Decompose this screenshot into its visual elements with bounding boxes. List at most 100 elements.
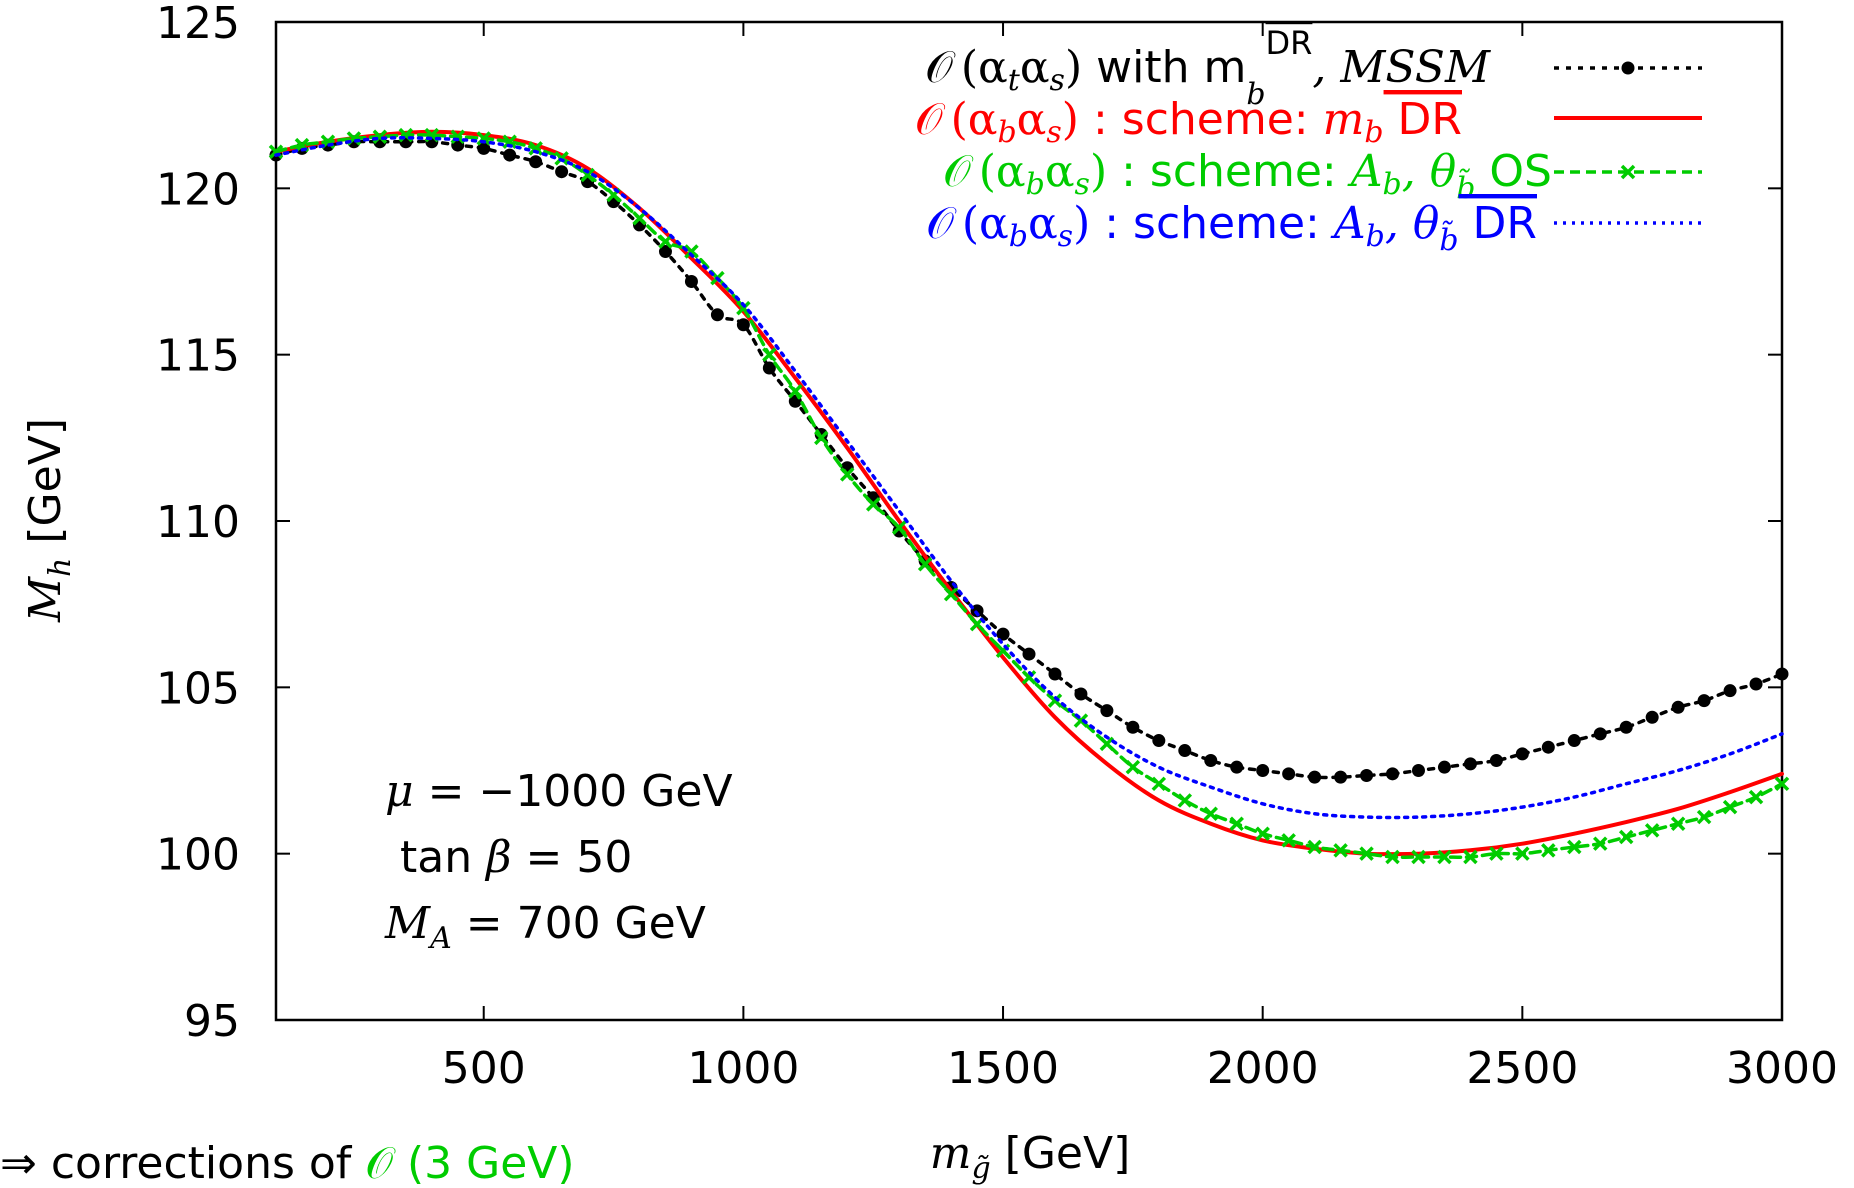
data-point-series-1 — [658, 245, 672, 259]
data-point-series-1 — [684, 274, 698, 288]
data-point-series-3 — [1099, 736, 1115, 752]
legend-label-4: 𝒪 (αbαs) : scheme: Ab, θb̃ DR — [926, 198, 1537, 258]
data-point-series-3 — [1151, 776, 1167, 792]
data-point-series-3 — [1125, 759, 1141, 775]
data-point-series-3 — [814, 430, 829, 446]
data-point-series-1 — [1697, 694, 1711, 708]
data-point-series-1 — [1230, 760, 1244, 774]
data-point-series-3 — [1203, 806, 1218, 821]
data-point-series-3 — [1229, 816, 1244, 831]
data-point-series-3 — [1021, 670, 1037, 685]
data-point-series-3 — [762, 347, 777, 362]
data-point-series-3 — [1359, 846, 1374, 861]
data-point-series-3 — [1618, 829, 1634, 845]
data-point-series-3 — [1515, 846, 1530, 861]
data-point-series-1 — [1334, 770, 1348, 784]
data-point-series-1 — [1126, 720, 1140, 734]
x-tick-label: 500 — [442, 1043, 526, 1094]
data-point-series-3 — [917, 557, 933, 572]
x-tick-label: 2500 — [1466, 1043, 1578, 1094]
data-point-series-1 — [1619, 720, 1633, 734]
data-point-series-3 — [1567, 839, 1582, 855]
annotation-mu: μ = −1000 GeV — [385, 766, 733, 817]
data-point-series-3 — [632, 211, 647, 226]
data-point-series-3 — [788, 384, 803, 399]
data-point-series-1 — [503, 148, 517, 162]
data-point-series-1 — [1152, 734, 1166, 748]
data-point-series-1 — [1671, 700, 1685, 714]
data-point-series-1 — [1515, 747, 1529, 761]
y-tick-label: 105 — [156, 663, 240, 714]
y-tick-label: 100 — [156, 830, 240, 881]
data-point-series-3 — [1463, 849, 1478, 865]
data-point-series-3 — [1541, 843, 1556, 858]
data-point-series-3 — [1696, 809, 1712, 825]
y-tick-label: 120 — [156, 164, 240, 215]
data-point-series-3 — [1411, 849, 1426, 865]
data-point-series-1 — [1489, 754, 1503, 768]
data-point-series-3 — [1385, 849, 1400, 865]
legend-label-2: 𝒪 (αbαs) : scheme: mb DR — [915, 94, 1462, 150]
data-point-series-3 — [1774, 776, 1790, 792]
data-point-series-1 — [529, 155, 543, 169]
x-tick-label: 2000 — [1207, 1043, 1319, 1094]
data-point-series-3 — [943, 586, 959, 602]
data-point-series-1 — [1463, 757, 1477, 771]
y-tick-label: 110 — [156, 497, 240, 548]
data-point-series-3 — [1644, 823, 1660, 838]
y-tick-label: 115 — [156, 331, 240, 382]
data-point-series-1 — [1100, 704, 1114, 718]
data-point-series-3 — [840, 467, 855, 482]
footer-note: ⇒ corrections of 𝒪 (3 GeV) — [0, 1138, 575, 1188]
x-tick-label: 1000 — [687, 1043, 799, 1094]
data-point-series-1 — [1256, 764, 1270, 777]
data-point-series-3 — [502, 134, 517, 149]
data-point-series-3 — [1489, 846, 1504, 861]
data-point-series-3 — [1255, 826, 1270, 841]
data-point-series-3 — [1437, 849, 1452, 865]
legend-sample-marker-1 — [1621, 61, 1635, 75]
data-point-series-1 — [1749, 677, 1763, 691]
data-point-series-1 — [1411, 764, 1425, 777]
data-point-series-1 — [1541, 740, 1555, 754]
data-point-series-3 — [1670, 816, 1686, 831]
x-tick-label: 3000 — [1726, 1043, 1838, 1094]
data-point-series-1 — [1360, 768, 1374, 782]
data-point-series-3 — [528, 141, 543, 156]
data-point-series-1 — [477, 141, 491, 155]
annotation-tanbeta: tan β = 50 — [400, 832, 632, 883]
series-line-2 — [274, 129, 1784, 857]
data-point-series-1 — [1178, 744, 1192, 758]
legend-sample-marker-3 — [1620, 164, 1636, 180]
data-point-series-1 — [736, 318, 750, 332]
data-point-series-1 — [1723, 684, 1737, 698]
data-point-series-1 — [1645, 710, 1659, 724]
data-point-series-3 — [1593, 836, 1608, 851]
data-point-series-1 — [1775, 667, 1789, 681]
data-point-series-1 — [996, 627, 1010, 641]
data-point-series-3 — [658, 234, 673, 249]
data-point-series-1 — [1308, 770, 1322, 784]
data-point-series-3 — [1307, 839, 1322, 855]
data-point-series-1 — [1204, 754, 1218, 768]
data-point-series-3 — [1047, 693, 1063, 708]
series-line-4 — [274, 136, 1784, 820]
data-point-series-1 — [1074, 687, 1088, 701]
data-point-series-3 — [1333, 843, 1348, 858]
data-point-series-3 — [684, 244, 699, 259]
y-tick-label: 125 — [156, 0, 240, 49]
data-point-series-1 — [762, 361, 776, 375]
data-point-series-3 — [1722, 799, 1738, 815]
legend: 𝒪 (αtαs) with mbDR, MSSM 𝒪 (αbαs) : scheme… — [915, 24, 1702, 258]
data-point-series-1 — [1282, 767, 1296, 781]
data-point-series-1 — [1437, 760, 1451, 774]
data-point-series-1 — [1022, 647, 1036, 661]
legend-label-1: 𝒪 (αtαs) with mbDR, MSSM — [925, 24, 1491, 112]
data-point-series-3 — [372, 129, 388, 145]
x-tick-label: 1500 — [947, 1043, 1059, 1094]
y-tick-label: 95 — [184, 996, 240, 1047]
data-point-series-1 — [555, 165, 569, 179]
y-axis-label: Mh[GeV] — [20, 418, 78, 623]
data-point-series-3 — [1177, 793, 1193, 808]
